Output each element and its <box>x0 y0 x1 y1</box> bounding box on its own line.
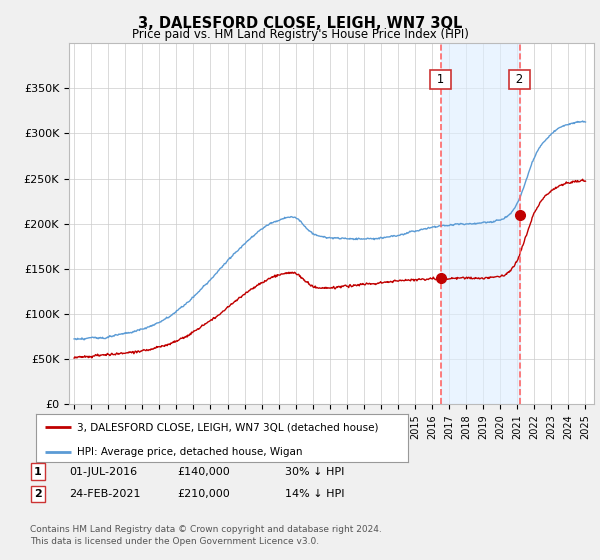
Text: £210,000: £210,000 <box>177 489 230 499</box>
Text: 3, DALESFORD CLOSE, LEIGH, WN7 3QL (detached house): 3, DALESFORD CLOSE, LEIGH, WN7 3QL (deta… <box>77 422 379 432</box>
Text: 24-FEB-2021: 24-FEB-2021 <box>69 489 140 499</box>
Text: 30% ↓ HPI: 30% ↓ HPI <box>285 466 344 477</box>
Text: 01-JUL-2016: 01-JUL-2016 <box>69 466 137 477</box>
Text: 2: 2 <box>34 489 41 499</box>
Text: 2: 2 <box>512 73 527 86</box>
Text: 3, DALESFORD CLOSE, LEIGH, WN7 3QL: 3, DALESFORD CLOSE, LEIGH, WN7 3QL <box>138 16 462 31</box>
Text: £140,000: £140,000 <box>177 466 230 477</box>
Text: 14% ↓ HPI: 14% ↓ HPI <box>285 489 344 499</box>
Text: Contains HM Land Registry data © Crown copyright and database right 2024.
This d: Contains HM Land Registry data © Crown c… <box>30 525 382 546</box>
Bar <box>440 43 520 404</box>
Text: HPI: Average price, detached house, Wigan: HPI: Average price, detached house, Wiga… <box>77 446 302 456</box>
Text: 1: 1 <box>34 466 41 477</box>
Text: 1: 1 <box>433 73 448 86</box>
Text: Price paid vs. HM Land Registry's House Price Index (HPI): Price paid vs. HM Land Registry's House … <box>131 28 469 41</box>
